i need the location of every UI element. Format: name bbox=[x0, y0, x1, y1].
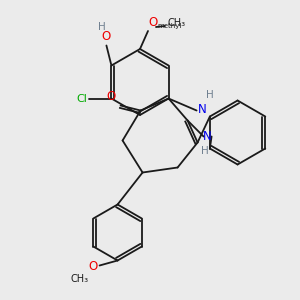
Text: Cl: Cl bbox=[76, 94, 87, 103]
Text: N: N bbox=[198, 103, 206, 116]
Text: O: O bbox=[88, 260, 98, 273]
Text: H: H bbox=[201, 146, 208, 157]
Text: CH₃: CH₃ bbox=[168, 18, 186, 28]
Text: O: O bbox=[148, 16, 157, 29]
Text: CH₃: CH₃ bbox=[70, 274, 88, 284]
Text: O: O bbox=[106, 89, 116, 103]
Text: H: H bbox=[98, 22, 105, 32]
Text: H: H bbox=[206, 91, 213, 100]
Text: methyl: methyl bbox=[157, 23, 182, 29]
Text: O: O bbox=[102, 29, 111, 43]
Text: N: N bbox=[203, 130, 212, 143]
